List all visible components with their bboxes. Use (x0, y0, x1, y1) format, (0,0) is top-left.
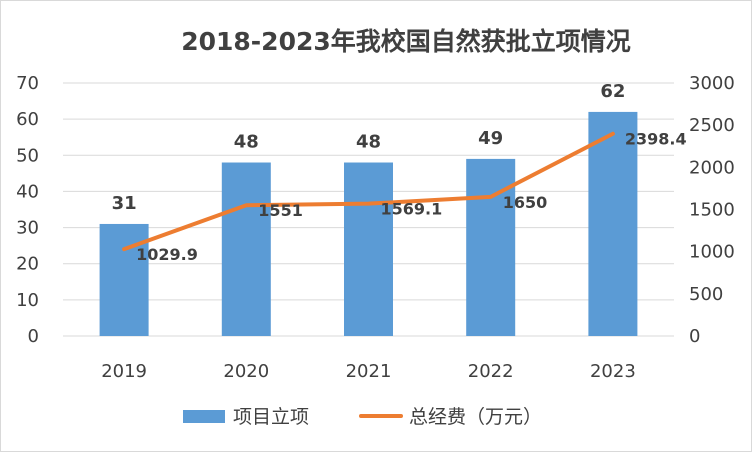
bar-data-label: 62 (600, 81, 625, 102)
right-axis: 0 500 1000 1500 2000 2500 3000 (689, 73, 735, 347)
line-point-2021 (367, 202, 370, 206)
line-point-2022 (489, 195, 493, 199)
left-tick-label: 50 (16, 145, 39, 166)
x-axis: 2019 2020 2021 2022 2023 (101, 361, 636, 382)
line-data-label: 1029.9 (136, 245, 198, 264)
left-axis: 0 10 20 30 40 50 60 70 (16, 73, 39, 347)
right-tick-label: 0 (689, 326, 700, 347)
line-point-2020 (244, 203, 248, 207)
x-tick-label: 2021 (346, 361, 392, 382)
left-tick-label: 70 (16, 73, 39, 94)
right-tick-label: 1000 (689, 242, 735, 263)
right-tick-label: 1500 (689, 200, 735, 221)
legend-label-bar: 项目立项 (233, 406, 309, 428)
x-tick-label: 2020 (223, 361, 269, 382)
bar-data-label: 48 (234, 132, 259, 153)
line-data-label: 1569.1 (381, 200, 443, 219)
right-tick-label: 2000 (689, 157, 735, 178)
line-data-label: 2398.4 (625, 130, 687, 149)
line-point-2023 (611, 132, 615, 136)
left-tick-label: 30 (16, 218, 39, 239)
bar-2022 (466, 158, 516, 336)
left-tick-label: 10 (16, 290, 39, 311)
legend-swatch-bar (183, 410, 225, 423)
bar-data-label: 49 (478, 128, 503, 149)
line-point-2019 (122, 247, 126, 251)
line-data-label: 1650 (503, 193, 548, 212)
right-tick-label: 3000 (689, 73, 735, 94)
bar-2023 (588, 111, 638, 337)
legend-label-line: 总经费（万元） (409, 406, 542, 428)
bar-2019 (99, 223, 149, 336)
left-tick-label: 60 (16, 109, 39, 130)
bar-2021 (344, 162, 393, 336)
chart-title: 2018-2023年我校国自然获批立项情况 (181, 27, 631, 56)
right-tick-label: 2500 (689, 115, 735, 136)
left-tick-label: 40 (16, 181, 39, 202)
x-tick-label: 2022 (468, 361, 514, 382)
bar-data-label: 31 (112, 193, 137, 214)
bar-2020 (221, 162, 271, 336)
line-series: 1029.9 1551 1569.1 1650 2398.4 (122, 130, 687, 264)
left-tick-label: 20 (16, 254, 39, 275)
x-tick-label: 2019 (101, 361, 147, 382)
bar-data-label: 48 (356, 132, 381, 153)
x-tick-label: 2023 (590, 361, 636, 382)
left-tick-label: 0 (28, 326, 39, 347)
legend: 项目立项 总经费（万元） (183, 406, 542, 428)
line-data-label: 1551 (258, 201, 303, 220)
right-tick-label: 500 (689, 284, 723, 305)
